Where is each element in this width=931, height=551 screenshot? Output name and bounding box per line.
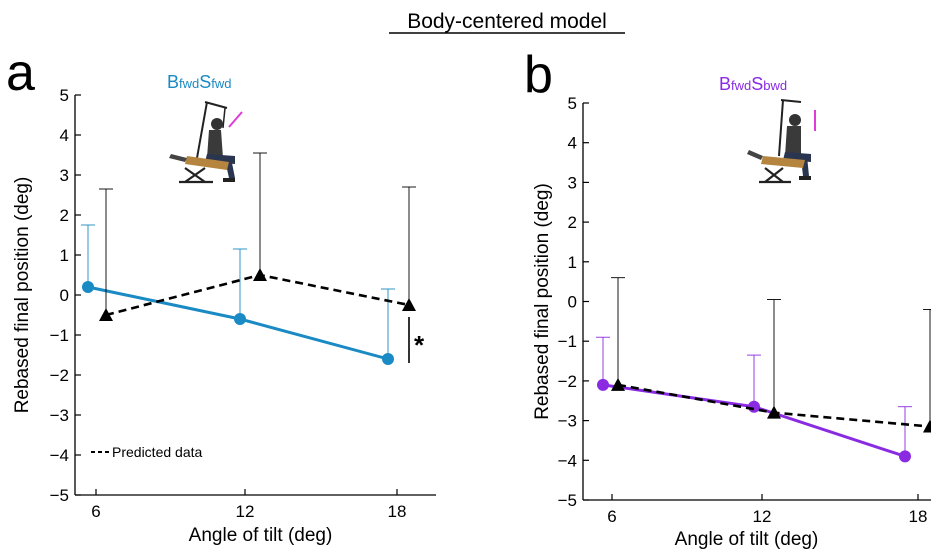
axes-b: 5 4 3 2 1 0 −1 −2 −3 −4 −5 6 12 18 Angle of tilt (deg)…: [532, 94, 931, 550]
predicted-data-point: [611, 377, 625, 391]
x-tick-label: 18: [909, 507, 928, 526]
predicted-data-point: [99, 308, 113, 321]
predicted-data-point: [253, 268, 267, 281]
y-tick-label: −4: [50, 446, 69, 465]
observed-data-point: [899, 450, 911, 463]
cond-a-prefix: B: [167, 72, 179, 92]
y-tick-label: 3: [60, 166, 69, 185]
observed-data-point: [382, 353, 394, 365]
y-tick-label: 0: [60, 286, 69, 305]
x-tick-label: 6: [91, 502, 100, 521]
y-tick-label: 1: [568, 253, 577, 272]
y-tick-label: −1: [50, 326, 69, 345]
x-axis-label: Angle of tilt (deg): [675, 529, 819, 550]
predicted-data-point: [402, 298, 416, 311]
x-tick-label: 18: [388, 502, 407, 521]
tilt-chair-illustration-b: [747, 99, 811, 184]
legend-label: Predicted data: [112, 444, 202, 460]
panel-a: a BfwdSfwd 5 4 3 2 1 0 −1 −2 −3 −4 −5 6 12 18 Angle of…: [6, 44, 436, 546]
y-axis-label: Rebased final position (deg): [12, 177, 33, 414]
y-tick-label: 5: [568, 94, 577, 113]
y-tick-label: 1: [60, 246, 69, 265]
y-tick-label: −5: [558, 491, 577, 510]
y-tick-label: 5: [60, 86, 69, 105]
predicted-data-point: [767, 405, 781, 419]
condition-label-a: BfwdSfwd: [167, 72, 232, 92]
y-tick-label: 2: [568, 213, 577, 232]
cond-b-mid: S: [751, 74, 763, 94]
observed-data-point: [748, 400, 760, 413]
predicted-data-point: [923, 419, 931, 433]
y-tick-label: −3: [558, 412, 577, 431]
panel-b: b BfwdSbwd 5 4 3 2 1 0 −1 −2 −3 −4 −5 6 12 18 Angle of…: [524, 46, 931, 550]
x-axis-label: Angle of tilt (deg): [189, 525, 333, 546]
plot-b: [596, 277, 931, 463]
cond-b-prefix: B: [719, 74, 731, 94]
y-tick-label: −2: [558, 372, 577, 391]
figure-title: Body-centered model: [407, 10, 607, 33]
observed-data-point: [234, 313, 246, 325]
cond-b-sub1: fwd: [731, 78, 751, 93]
y-tick-label: −3: [50, 406, 69, 425]
cond-b-sub2: bwd: [763, 78, 787, 93]
cond-a-sub1: fwd: [179, 76, 199, 91]
cond-a-mid: S: [199, 72, 211, 92]
significance-star: *: [414, 330, 425, 360]
observed-data-point: [82, 281, 94, 293]
panel-label-b: b: [524, 46, 553, 104]
observed-data-point: [597, 378, 609, 391]
y-tick-label: −2: [50, 366, 69, 385]
tilt-indicator-a: [228, 111, 243, 128]
panel-label-a: a: [6, 44, 35, 102]
x-tick-label: 6: [607, 507, 616, 526]
y-tick-label: 4: [568, 134, 577, 153]
y-axis-label: Rebased final position (deg): [532, 183, 553, 420]
y-tick-label: 2: [60, 206, 69, 225]
cond-a-sub2: fwd: [211, 76, 231, 91]
y-tick-label: −1: [558, 332, 577, 351]
condition-label-b: BfwdSbwd: [719, 74, 787, 94]
y-tick-label: 0: [568, 293, 577, 312]
plot-a: *: [81, 152, 425, 365]
y-tick-label: −5: [50, 486, 69, 505]
y-tick-label: −4: [558, 451, 577, 470]
y-tick-label: 3: [568, 173, 577, 192]
x-tick-label: 12: [236, 502, 255, 521]
y-tick-label: 4: [60, 126, 69, 145]
tilt-chair-illustration-a: [169, 101, 235, 184]
x-tick-label: 12: [753, 507, 772, 526]
axes-a: 5 4 3 2 1 0 −1 −2 −3 −4 −5 6 12 18 Angle of tilt (deg)…: [12, 86, 436, 546]
